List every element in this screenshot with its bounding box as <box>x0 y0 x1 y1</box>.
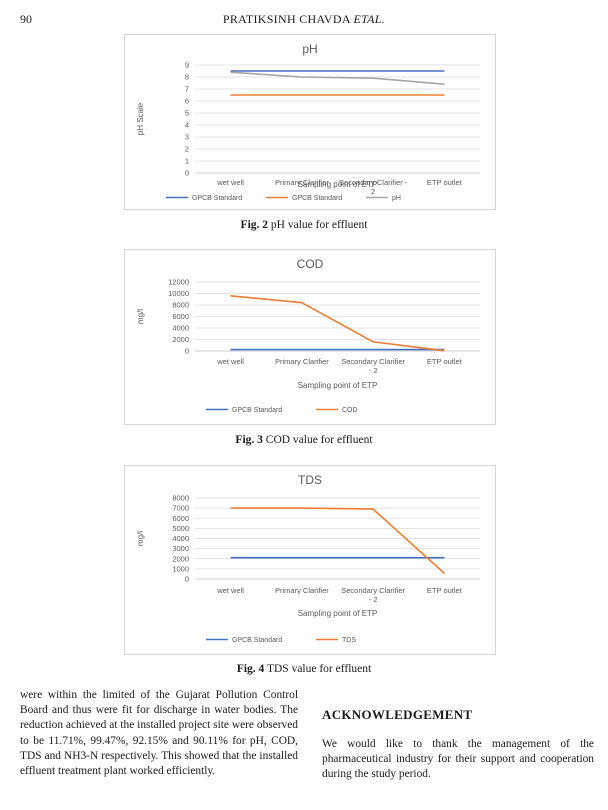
ph-x-tick-label: Secondary Clarifier -2 <box>339 178 408 196</box>
tds-y-tick-label: 2000 <box>172 554 189 563</box>
cod-legend-label: GPCB Standard <box>232 407 282 414</box>
ph-y-tick-label: 6 <box>185 97 189 106</box>
ph-y-tick-label: 2 <box>185 145 189 154</box>
cod-chart: COD 0 2000 4000 6000 8000 10000 12000 mg/l wet we… <box>124 249 496 425</box>
cod-legend-item: GPCB Standard <box>206 407 282 414</box>
cod-x-axis-label: Sampling point of ETP <box>298 381 378 390</box>
tds-chart: TDS 0 1000 2000 3000 4000 5000 6000 7000 8000 mg/l… <box>124 465 496 655</box>
cod-x-tick-label: Primary Clarifier <box>275 357 329 366</box>
acknowledgement-heading: ACKNOWLEDGEMENT <box>322 707 473 722</box>
ph-x-tick-label: Primary Clarifier <box>275 178 329 187</box>
cod-series-line-2 <box>230 295 445 352</box>
ph-y-tick-label: 3 <box>185 133 189 142</box>
ph-y-axis-label: pH Scale <box>136 102 145 135</box>
cod-y-tick-label: 0 <box>185 347 189 356</box>
tds-y-tick-label: 5000 <box>172 524 189 533</box>
tds-y-tick-label: 0 <box>185 575 189 584</box>
running-head: PRATIKSINH CHAVDA ETAL. <box>0 12 608 27</box>
figure-2-caption: Fig. 2 pH value for effluent <box>0 219 608 231</box>
cod-x-tick-label: ETP outlet <box>427 357 463 366</box>
tds-y-tick-label: 3000 <box>172 544 189 553</box>
cod-legend-item: COD <box>316 407 358 414</box>
ph-y-tick-label: 1 <box>185 157 189 166</box>
cod-chart-svg: COD 0 2000 4000 6000 8000 10000 12000 mg/l wet we… <box>136 257 480 414</box>
tds-y-axis-label: mg/l <box>136 531 145 546</box>
tds-y-tick-label: 7000 <box>172 504 189 513</box>
tds-y-tick-label: 4000 <box>172 534 189 543</box>
figure-4-text: TDS value for effluent <box>266 663 372 675</box>
acknowledgement-text: We would like to thank the management of… <box>322 738 594 781</box>
running-head-authors: PRATIKSINH CHAVDA <box>222 12 351 26</box>
cod-y-tick-label: 4000 <box>172 324 189 333</box>
ph-legend-label: GPCB Standard <box>292 195 342 202</box>
ph-chart-svg: pH 0 1 2 3 4 5 6 7 8 9 pH Scale wet well Primary Clar… <box>136 42 480 202</box>
ph-x-axis-label: Sampling point of ETP <box>298 180 378 189</box>
tds-series-line-2 <box>230 507 445 574</box>
figure-2-text: pH value for effluent <box>270 219 368 231</box>
cod-chart-title: COD <box>297 257 324 271</box>
body-paragraph: were within the limited of the Gujarat P… <box>20 689 298 778</box>
tds-y-tick-label: 6000 <box>172 514 189 523</box>
figure-3-label: Fig. 3 <box>235 434 263 446</box>
tds-x-tick-label: wet well <box>216 586 244 595</box>
tds-legend-item: TDS <box>316 637 356 644</box>
tds-legend-label: GPCB Standard <box>232 637 282 644</box>
cod-y-tick-label: 12000 <box>168 278 189 287</box>
tds-legend-item: GPCB Standard <box>206 637 282 644</box>
ph-legend-label: pH <box>392 195 401 202</box>
figure-4-caption: Fig. 4 TDS value for effluent <box>0 663 608 675</box>
ph-y-tick-label: 9 <box>185 61 189 70</box>
figure-3-caption: Fig. 3 COD value for effluent <box>0 434 608 446</box>
tds-y-tick-label: 1000 <box>172 564 189 573</box>
tds-x-axis-label: Sampling point of ETP <box>298 609 378 618</box>
cod-y-tick-label: 10000 <box>168 289 189 298</box>
tds-x-tick-label: ETP outlet <box>427 586 463 595</box>
ph-y-tick-label: 4 <box>185 121 189 130</box>
ph-legend-item: GPCB Standard <box>266 195 342 202</box>
tds-x-tick-label: Secondary Clarifier - 2 <box>341 586 405 604</box>
figure-3-text: COD value for effluent <box>265 434 373 446</box>
ph-chart: pH 0 1 2 3 4 5 6 7 8 9 pH Scale wet well Primary Clar… <box>124 34 496 210</box>
page-number: 90 <box>20 12 32 26</box>
ph-y-tick-label: 7 <box>185 85 189 94</box>
figure-2-label: Fig. 2 <box>240 219 269 231</box>
figure-4-label: Fig. 4 <box>236 663 265 675</box>
ph-legend-label: GPCB Standard <box>192 195 242 202</box>
ph-chart-title: pH <box>302 42 317 56</box>
cod-x-tick-label: wet well <box>216 357 244 366</box>
running-head-etal: ETAL. <box>353 12 386 26</box>
ph-y-tick-label: 5 <box>185 109 189 118</box>
tds-legend-label: TDS <box>342 637 356 644</box>
cod-y-tick-label: 6000 <box>172 312 189 321</box>
cod-y-tick-label: 2000 <box>172 335 189 344</box>
ph-x-tick-label: ETP outlet <box>427 178 463 187</box>
cod-y-tick-label: 8000 <box>172 301 189 310</box>
cod-legend-label: COD <box>342 407 358 414</box>
ph-x-tick-label: wet well <box>216 178 244 187</box>
ph-y-tick-label: 8 <box>185 73 189 82</box>
ph-legend-item: pH <box>366 195 401 202</box>
cod-y-axis-label: mg/l <box>136 309 145 324</box>
ph-legend-item: GPCB Standard <box>166 195 242 202</box>
tds-y-tick-label: 8000 <box>172 494 189 503</box>
tds-chart-title: TDS <box>298 473 322 487</box>
tds-x-tick-label: Primary Clarifier <box>275 586 329 595</box>
cod-x-tick-label: Secondary Clarifier - 2 <box>341 357 405 375</box>
ph-series-line-3 <box>230 71 445 85</box>
ph-y-tick-label: 0 <box>185 169 189 178</box>
